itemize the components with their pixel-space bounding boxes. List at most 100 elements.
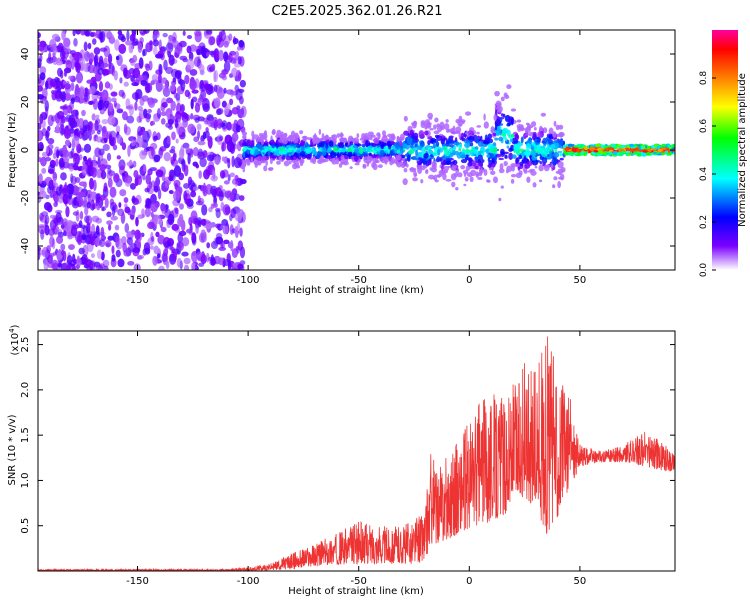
heat-cell [377,133,381,140]
heat-cell [498,157,505,161]
heat-cell [534,165,538,169]
heat-cell [47,144,54,150]
heat-cell [239,246,246,259]
heat-cell [537,131,542,138]
heat-cell [44,214,50,225]
heat-cell [40,228,45,240]
heat-cell [473,149,479,155]
heat-cell [292,136,299,144]
snr-plot-area [38,336,675,571]
heat-cell [616,144,622,148]
heat-cell [620,145,626,149]
colorbar: 0.0 0.2 0.4 0.6 0.8 Normalized spectral ampl… [699,30,748,277]
heat-cell [52,56,58,65]
heat-cell [197,130,201,140]
heat-cell [44,224,50,236]
heat-cell [47,168,55,174]
heat-cell [165,42,174,53]
heat-cell [137,254,145,260]
heat-cell [165,260,170,269]
heat-cell [94,147,102,158]
heat-cell [61,30,66,41]
top-y-axis-label: Frequency (Hz) [7,112,18,188]
heat-cell [510,133,515,138]
heat-cell [176,126,183,136]
heat-cell [56,235,64,244]
heat-cell [468,157,473,163]
heat-cell [152,255,158,266]
colorbar-tick-label: 0.0 [699,263,709,278]
heat-cell [197,140,206,146]
heat-cell [47,262,55,269]
heat-cell [318,142,325,148]
heat-cell [196,48,201,56]
heat-cell [515,157,519,165]
heat-cell [82,244,89,257]
heat-cell [618,151,623,156]
heat-cell [487,157,491,162]
heat-cell [104,81,111,89]
heat-cell [59,162,65,170]
heat-cell [476,125,482,128]
heat-cell [115,125,121,134]
heat-cell [227,174,231,182]
x-tick-label: -150 [126,576,149,587]
heat-cell [117,33,125,41]
heat-cell [175,138,179,144]
heat-cell [88,100,94,106]
heat-cell [235,124,241,133]
heat-cell [494,137,499,141]
heat-cell [420,120,426,125]
heat-cell [469,176,474,183]
heat-cell [93,47,101,55]
top-x-axis-label: Height of straight line (km) [288,285,424,296]
heat-cell [297,155,302,160]
heat-cell [208,50,215,56]
heat-cell [197,220,202,228]
heat-cell [65,90,71,102]
heat-cell [43,259,49,270]
heat-cell [559,152,562,157]
heat-cell [238,195,245,201]
heat-cell [183,190,188,201]
heat-cell [163,241,172,248]
heat-cell [225,68,229,75]
heat-cell [671,143,675,148]
heat-cell [102,144,110,152]
heat-cell [155,169,164,178]
heat-cell [111,254,116,262]
heat-cell [70,117,75,130]
bottom-panel: -150 -100 -50 0 50 0.5 1.0 1.5 2.0 2.5 Height of … [7,324,676,597]
heat-cell [150,202,158,213]
heat-cell [452,149,456,156]
heat-cell [78,247,85,255]
heat-cell [135,88,143,100]
heat-cell [469,142,474,147]
heat-cell [553,176,558,181]
heat-cell [97,156,101,168]
heat-cell [99,110,105,115]
snr-series-line [38,336,675,571]
heat-cell [71,135,80,147]
heat-cell [43,179,47,184]
heat-cell [624,150,631,154]
heat-cell [134,62,142,70]
heat-cell [276,160,281,165]
heat-cell [458,132,462,138]
heat-cell [525,143,532,150]
heat-cell [191,262,196,270]
heat-cell [372,150,378,154]
x-tick-label: -150 [126,275,149,286]
heat-cell [486,154,490,158]
heat-cell [91,167,98,178]
heat-cell [46,245,51,254]
heat-cell [186,45,192,54]
heat-cell [328,137,335,142]
heat-cell [67,234,73,240]
heat-cell [49,38,57,51]
heat-cell [60,128,66,135]
heat-cell [111,245,115,255]
heat-cell [94,119,99,132]
heat-cell [75,71,84,84]
heat-cell [75,62,82,73]
